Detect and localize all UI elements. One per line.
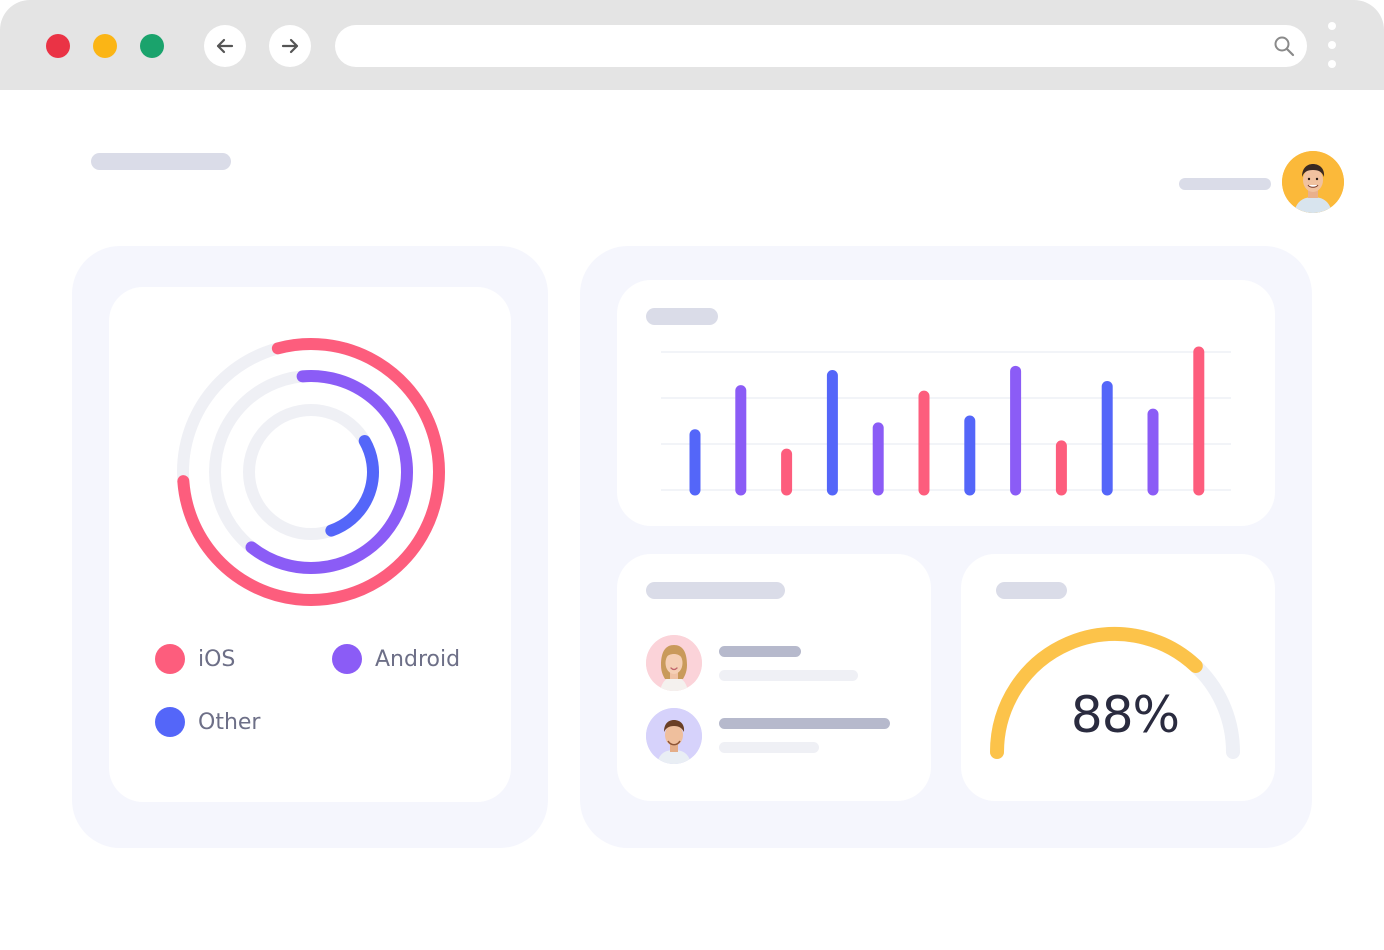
gauge-card-title-placeholder (996, 582, 1067, 599)
other-ring-arc (243, 404, 379, 540)
user-avatar[interactable] (1282, 151, 1344, 213)
maximize-window-button[interactable] (140, 34, 164, 58)
man-avatar[interactable] (646, 708, 702, 764)
platform-donut-chart (177, 338, 445, 606)
other-legend-swatch (155, 707, 185, 737)
progress-gauge (990, 627, 1240, 759)
forward-button[interactable] (269, 25, 311, 67)
browser-toolbar (0, 0, 1384, 90)
address-bar[interactable] (335, 25, 1307, 67)
legend-item-other: Other (155, 707, 260, 737)
person-2-name-placeholder (719, 718, 890, 729)
legend-label-android: Android (375, 646, 461, 672)
android-legend-swatch (332, 644, 362, 674)
minimize-window-button[interactable] (93, 34, 117, 58)
username-placeholder (1179, 178, 1271, 190)
legend-item-android: Android (332, 644, 460, 674)
ios-ring-arc (177, 338, 445, 606)
page-title-placeholder (91, 153, 231, 170)
person-1-name-placeholder (719, 646, 801, 657)
bar-chart-card (617, 280, 1275, 526)
close-window-button[interactable] (46, 34, 70, 58)
legend-label-ios: iOS (198, 646, 236, 672)
arrow-left-icon (216, 38, 234, 54)
people-card-title-placeholder (646, 582, 785, 599)
gauge-percentage: 88% (1070, 686, 1180, 744)
search-icon[interactable] (1273, 35, 1295, 57)
bar-chart (661, 346, 1231, 496)
legend-item-ios: iOS (155, 644, 235, 674)
person-2-detail-placeholder (719, 742, 819, 753)
gauge-fill-arc (990, 627, 1203, 759)
man-avatar-icon (1282, 151, 1344, 213)
woman-avatar[interactable] (646, 635, 702, 691)
bar-chart-title-placeholder (646, 308, 718, 325)
arrow-right-icon (281, 38, 299, 54)
woman-avatar-icon (646, 635, 702, 691)
person-1-detail-placeholder (719, 670, 858, 681)
back-button[interactable] (204, 25, 246, 67)
kebab-menu-icon[interactable] (1322, 22, 1342, 72)
man-avatar-small-icon (646, 708, 702, 764)
ios-legend-swatch (155, 644, 185, 674)
android-ring-arc (209, 370, 413, 574)
legend-label-other: Other (198, 709, 261, 735)
